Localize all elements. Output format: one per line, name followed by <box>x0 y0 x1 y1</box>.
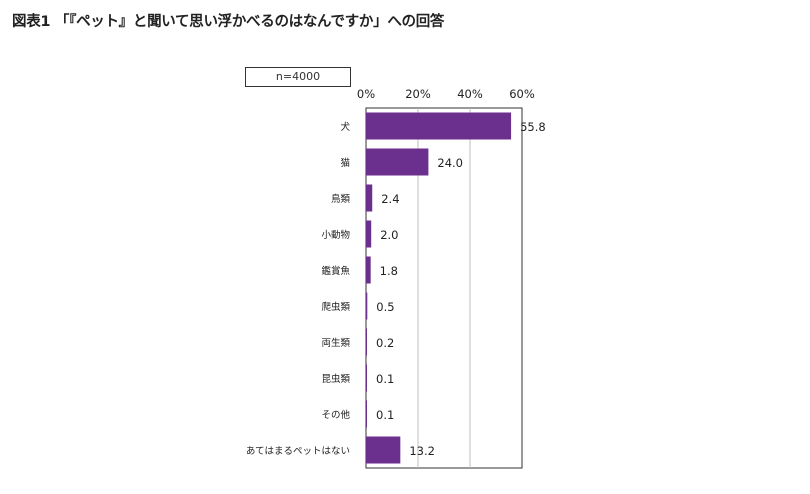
category-label: 昆虫類 <box>321 373 350 385</box>
x-tick-label: 60% <box>509 87 535 101</box>
data-label: 1.8 <box>380 264 398 278</box>
data-label: 2.4 <box>381 192 399 206</box>
category-label: 爬虫類 <box>321 301 350 313</box>
data-label: 0.1 <box>376 408 394 422</box>
category-label: 猫 <box>340 157 350 169</box>
bar <box>366 436 401 464</box>
category-label: その他 <box>321 409 350 421</box>
x-tick-label: 40% <box>457 87 483 101</box>
category-label: 鑑賞魚 <box>321 265 350 277</box>
category-label: 両生類 <box>321 337 350 349</box>
bar <box>366 112 512 140</box>
data-label: 0.2 <box>376 336 394 350</box>
data-label: 55.8 <box>520 120 546 134</box>
data-label: 2.0 <box>380 228 398 242</box>
bar <box>366 400 367 428</box>
bar <box>366 220 372 248</box>
figure-title: 図表1 「『ペット』と聞いて思い浮かべるのはなんですか」への回答 <box>12 14 445 30</box>
category-label: 鳥類 <box>331 193 351 205</box>
data-label: 13.2 <box>409 444 435 458</box>
bar <box>366 148 429 176</box>
bar <box>366 292 368 320</box>
bar <box>366 184 373 212</box>
x-tick-label: 0% <box>357 87 375 101</box>
bar <box>366 328 367 356</box>
bar <box>366 364 367 392</box>
category-label: 犬 <box>340 121 350 133</box>
category-label: あてはまるペットはない <box>246 446 350 457</box>
data-label: 0.1 <box>376 372 394 386</box>
x-tick-label: 20% <box>405 87 431 101</box>
category-label: 小動物 <box>321 229 350 241</box>
plot-frame <box>365 107 523 469</box>
sample-size-box: n=4000 <box>245 67 351 87</box>
bar <box>366 256 371 284</box>
data-label: 24.0 <box>437 156 463 170</box>
data-label: 0.5 <box>376 300 394 314</box>
